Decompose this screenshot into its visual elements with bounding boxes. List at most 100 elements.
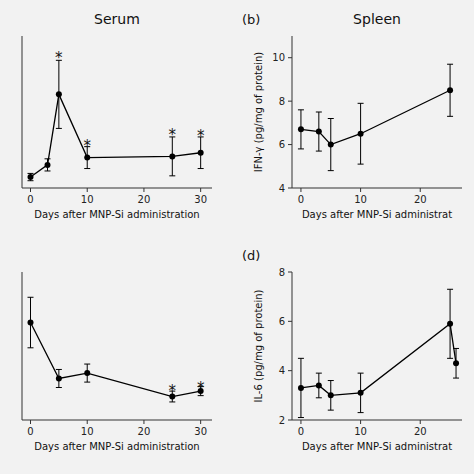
x-tick-mark (143, 188, 144, 192)
x-tick-label: 30 (194, 194, 207, 205)
x-tick-mark (420, 420, 421, 424)
x-tick-label: 0 (298, 426, 304, 437)
line (301, 324, 456, 396)
title: Serum (94, 11, 140, 27)
error-bar (447, 64, 453, 116)
x-tick: 0 (298, 420, 304, 437)
x-axis-line (292, 188, 462, 189)
panel: 0 10 20 30 Days after MNP-Si administration *… (22, 272, 212, 452)
x-tick: 10 (81, 188, 94, 205)
x-tick-mark (300, 188, 301, 192)
annotation: * (169, 382, 177, 400)
x-tick: 30 (194, 420, 207, 437)
annotation: * (55, 49, 63, 67)
panel: 0 10 20 30 Days after MNP-Si administration S… (22, 11, 212, 220)
panel-label: (b) (242, 12, 260, 27)
y-tick-mark (288, 188, 292, 189)
x-tick-label: 30 (194, 426, 207, 437)
y-tick-mark (288, 370, 292, 371)
y-tick-label: 4 (279, 183, 285, 194)
x-tick-mark (200, 420, 201, 424)
y-axis-label: IL-6 (pg/mg of protein) (253, 289, 264, 402)
x-tick: 30 (194, 188, 207, 205)
y-axis-line (292, 272, 293, 420)
x-axis-label: Days after MNP-Si administration (34, 441, 199, 452)
point (316, 382, 322, 388)
y-tick: 6 (279, 316, 292, 327)
x-tick-label: 10 (354, 194, 367, 205)
x-tick-mark (300, 420, 301, 424)
point (84, 370, 90, 376)
y-axis-line (22, 272, 23, 420)
x-axis-label: Days after MNP-Si administrat (302, 209, 452, 220)
y-axis-label: IFN-γ (pg/mg of protein) (253, 52, 264, 172)
error-bar (358, 373, 364, 412)
x-axis-label: Days after MNP-Si administration (34, 209, 199, 220)
y-tick-mark (288, 101, 292, 102)
point (298, 385, 304, 391)
x-tick-label: 20 (414, 426, 427, 437)
plot-area (28, 297, 204, 402)
plot-area (298, 289, 459, 417)
point (298, 126, 304, 132)
x-tick: 20 (414, 188, 427, 205)
x-tick-mark (200, 188, 201, 192)
x-tick-label: 20 (414, 194, 427, 205)
y-axis-line (292, 36, 293, 188)
error-bar (298, 358, 304, 417)
y-tick-label: 8 (279, 96, 285, 107)
y-tick: 2 (279, 415, 292, 426)
annotation: * (169, 126, 177, 144)
point (28, 174, 34, 180)
point (453, 360, 459, 366)
x-tick-mark (360, 420, 361, 424)
annotation: * (197, 379, 205, 397)
point (198, 150, 204, 156)
y-tick-mark (288, 272, 292, 273)
y-tick: 8 (279, 96, 292, 107)
x-tick: 0 (27, 188, 33, 205)
y-tick: 8 (279, 267, 292, 278)
x-tick-mark (30, 188, 31, 192)
panel-label: (d) (242, 248, 260, 263)
x-tick-mark (143, 420, 144, 424)
x-tick-label: 0 (27, 426, 33, 437)
point (84, 155, 90, 161)
point (28, 320, 34, 326)
y-tick-mark (288, 57, 292, 58)
x-tick-label: 0 (27, 194, 33, 205)
panel: 010202468Days after MNP-Si administratIL… (242, 248, 462, 452)
annotation: * (83, 137, 91, 155)
y-tick: 6 (279, 139, 292, 150)
error-bar (28, 297, 34, 348)
x-tick-label: 20 (138, 194, 151, 205)
point (447, 87, 453, 93)
point (447, 321, 453, 327)
x-tick: 20 (414, 420, 427, 437)
x-tick-label: 10 (81, 426, 94, 437)
x-tick: 10 (354, 188, 367, 205)
error-bar (84, 364, 90, 382)
error-bar (45, 159, 51, 171)
plot-area (298, 64, 453, 170)
point (56, 375, 62, 381)
point (56, 91, 62, 97)
x-axis-label: Days after MNP-Si administrat (302, 441, 452, 452)
x-tick-mark (87, 188, 88, 192)
x-tick-label: 20 (138, 426, 151, 437)
y-tick-mark (288, 321, 292, 322)
point (358, 131, 364, 137)
x-axis-line (22, 420, 212, 421)
panel: 0 10 20 4 6 8 10 Days after MNP-Si administrat I… (242, 11, 462, 220)
figure: 0102030Days after MNP-Si administrationS… (0, 0, 474, 474)
x-tick: 0 (27, 420, 33, 437)
x-tick: 0 (298, 188, 304, 205)
plot-area (28, 60, 204, 180)
y-tick: 4 (279, 365, 292, 376)
y-tick-label: 8 (279, 267, 285, 278)
error-bar (56, 60, 62, 128)
error-bar (316, 112, 322, 151)
y-tick: 10 (272, 52, 292, 63)
error-bar (447, 289, 453, 358)
y-tick-label: 10 (272, 52, 285, 63)
